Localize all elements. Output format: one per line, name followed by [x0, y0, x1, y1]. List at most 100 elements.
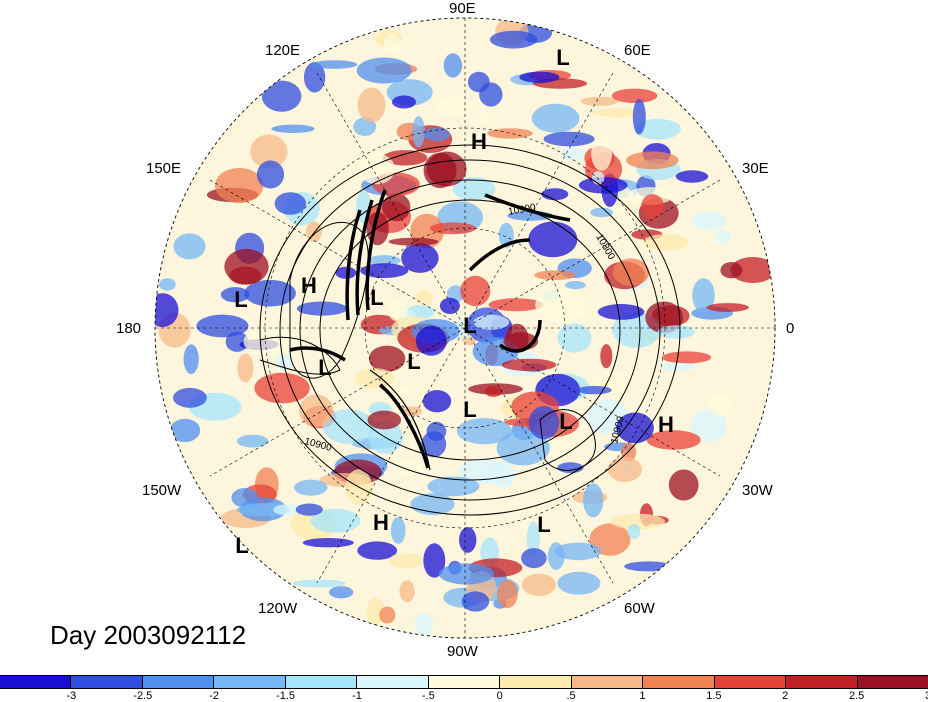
anomaly-patch: [691, 211, 727, 230]
anomaly-patch: [292, 579, 346, 588]
anomaly-patch: [484, 385, 503, 397]
anomaly-patch: [557, 323, 592, 353]
anomaly-patch: [611, 88, 658, 104]
anomaly-patch: [250, 134, 288, 169]
anomaly-patch: [294, 479, 328, 496]
lon-label-30w: 30W: [742, 482, 773, 499]
anomaly-patch: [706, 303, 749, 312]
colorbar-swatch: [643, 676, 715, 688]
lon-label-150w: 150W: [142, 482, 182, 499]
anomaly-patch: [496, 430, 550, 466]
anomaly-patch: [592, 108, 645, 117]
polar-map: [154, 17, 776, 639]
anomaly-patch: [692, 278, 715, 313]
anomaly-patch: [390, 517, 406, 544]
anomaly-patch: [580, 96, 619, 106]
colorbar-swatch: [714, 676, 787, 688]
anomaly-patch: [383, 33, 401, 55]
anomaly-patch: [414, 290, 433, 306]
anomaly-patch: [730, 257, 775, 283]
pressure-center-high: H: [373, 510, 389, 535]
anomaly-patch: [479, 82, 503, 107]
anomaly-patch: [450, 517, 478, 526]
anomaly-patch: [387, 299, 407, 322]
lon-label-60w: 60W: [624, 600, 655, 617]
anomaly-patch: [254, 372, 310, 404]
anomaly-patch: [526, 521, 540, 557]
anomaly-patch: [357, 541, 398, 560]
anomaly-patch: [535, 287, 587, 323]
anomaly-patch: [534, 270, 576, 281]
anomaly-patch: [641, 194, 664, 219]
colorbar-tick-label: 2.5: [848, 690, 865, 702]
colorbar-tick-label: 1: [639, 690, 646, 702]
anomaly-patch: [335, 266, 357, 279]
anomaly-patch: [412, 116, 425, 148]
colorbar-tick-label: -1.5: [276, 690, 296, 702]
colorbar-tick-label: -2.5: [133, 690, 153, 702]
anomaly-patch: [634, 118, 681, 140]
anomaly-patch: [256, 160, 285, 189]
lon-label-120e: 120E: [265, 42, 301, 59]
pressure-center-low: L: [556, 45, 570, 70]
pressure-center-low: L: [370, 285, 384, 310]
colorbar-swatch: [0, 676, 72, 688]
day-label: Day 2003092112: [50, 620, 247, 650]
anomaly-patch: [590, 207, 614, 218]
anomaly-patch: [612, 258, 650, 287]
anomaly-patch: [196, 314, 249, 338]
pressure-center-low: L: [463, 313, 477, 338]
anomaly-patch: [557, 571, 601, 595]
anomaly-patch: [591, 136, 612, 171]
anomaly-patch: [159, 278, 176, 291]
pressure-center-low: L: [407, 349, 421, 374]
geopotential-contours: [259, 144, 681, 516]
anomaly-patch: [616, 412, 654, 444]
anomaly-patch: [367, 255, 401, 266]
lon-label-90e: 90E: [449, 0, 476, 17]
anomaly-patch: [243, 327, 297, 357]
anomaly-patch: [543, 131, 595, 147]
jet-contours: [289, 189, 571, 469]
pressure-center-low: L: [234, 287, 248, 312]
anomaly-patch: [271, 124, 315, 133]
anomaly-patch: [443, 53, 463, 78]
lon-label-180: 180: [116, 320, 142, 337]
colorbar-tick-label: -3: [66, 690, 77, 702]
anomaly-patch: [646, 430, 701, 450]
anomaly-patch: [392, 461, 430, 476]
colorbar-swatch: [428, 676, 501, 688]
pressure-center-high: H: [471, 129, 487, 154]
anomaly-patch: [236, 434, 269, 448]
anomaly-patch: [662, 351, 712, 364]
anomaly-patch: [658, 362, 695, 372]
colorbar-tick-label: 2: [782, 690, 789, 702]
anomaly-patch: [657, 325, 695, 339]
anomaly-patch: [423, 543, 446, 578]
anomaly-patch: [460, 275, 491, 307]
anomaly-patch: [473, 314, 510, 330]
pressure-center-low: L: [559, 409, 573, 434]
colorbar-swatch: [357, 676, 429, 688]
anomaly-patch: [452, 177, 496, 201]
anomaly-patch: [541, 188, 569, 201]
anomaly-patch: [422, 390, 452, 413]
anomaly-patch: [488, 298, 544, 312]
anomaly-patch: [169, 418, 201, 443]
colorbar-swatch: [285, 676, 358, 688]
anomaly-patch: [356, 57, 412, 84]
pressure-center-low: L: [463, 397, 477, 422]
anomaly-patch: [429, 222, 476, 235]
anomaly-patch: [224, 248, 269, 285]
anomaly-patch: [521, 573, 556, 596]
anomaly-patch: [414, 613, 434, 635]
anomaly-patch: [714, 230, 731, 244]
anomaly-patch: [597, 304, 645, 320]
anomaly-patch: [709, 393, 733, 417]
colorbar-swatch: [214, 676, 286, 688]
colorbar-tick-label: -2: [209, 690, 220, 702]
anomaly-patch: [561, 146, 585, 162]
anomaly-patch: [261, 80, 302, 112]
anomaly-patch: [382, 193, 411, 222]
colorbar-swatch: [500, 676, 572, 688]
